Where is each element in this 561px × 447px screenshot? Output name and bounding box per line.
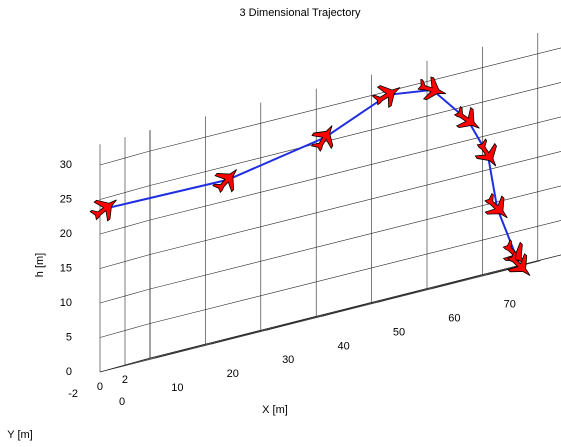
z-tick-label: 5 <box>66 331 72 343</box>
airplane-marker <box>89 199 117 222</box>
airplane-marker <box>453 105 480 129</box>
z-tick-label: 20 <box>60 228 72 240</box>
z-tick-label: 10 <box>60 297 72 309</box>
x-tick-label: 0 <box>119 396 125 408</box>
x-tick-label: 70 <box>504 299 516 311</box>
y-tick-label: 0 <box>97 381 103 393</box>
trajectory-line <box>105 88 521 267</box>
grid-line <box>149 82 561 186</box>
x-tick-label: 50 <box>393 326 405 338</box>
x-tick-label: 60 <box>448 313 460 325</box>
z-axis-label: h [m] <box>34 253 46 277</box>
z-tick-label: 25 <box>60 193 72 205</box>
airplane-marker <box>212 169 238 194</box>
airplane-marker <box>311 125 334 152</box>
x-axis-label: X [m] <box>262 404 288 416</box>
airplane-marker <box>506 250 531 276</box>
x-tick-label: 20 <box>227 368 239 380</box>
grid-line <box>149 185 561 290</box>
z-tick-label: 15 <box>60 262 72 274</box>
airplane-marker <box>474 138 497 167</box>
airplane-marker <box>484 192 508 219</box>
chart-title: 3 Dimensional Trajectory <box>239 7 361 19</box>
y-tick-label: 2 <box>122 374 128 386</box>
z-tick-label: 0 <box>66 366 72 378</box>
grid-line <box>99 267 516 373</box>
grid-line <box>124 260 541 366</box>
grid-line <box>149 116 561 221</box>
y-axis-label: Y [m] <box>7 429 32 441</box>
y-tick-label: -2 <box>68 388 78 400</box>
grid-line <box>149 151 561 255</box>
grid-line <box>149 220 561 324</box>
grid-line <box>149 47 561 152</box>
x-tick-label: 30 <box>282 354 294 366</box>
airplane-marker <box>417 76 447 101</box>
z-tick-label: 30 <box>60 159 72 171</box>
airplane-marker <box>371 85 401 109</box>
x-tick-label: 40 <box>337 340 349 352</box>
grid-line <box>149 254 561 359</box>
x-tick-label: 10 <box>171 382 183 394</box>
